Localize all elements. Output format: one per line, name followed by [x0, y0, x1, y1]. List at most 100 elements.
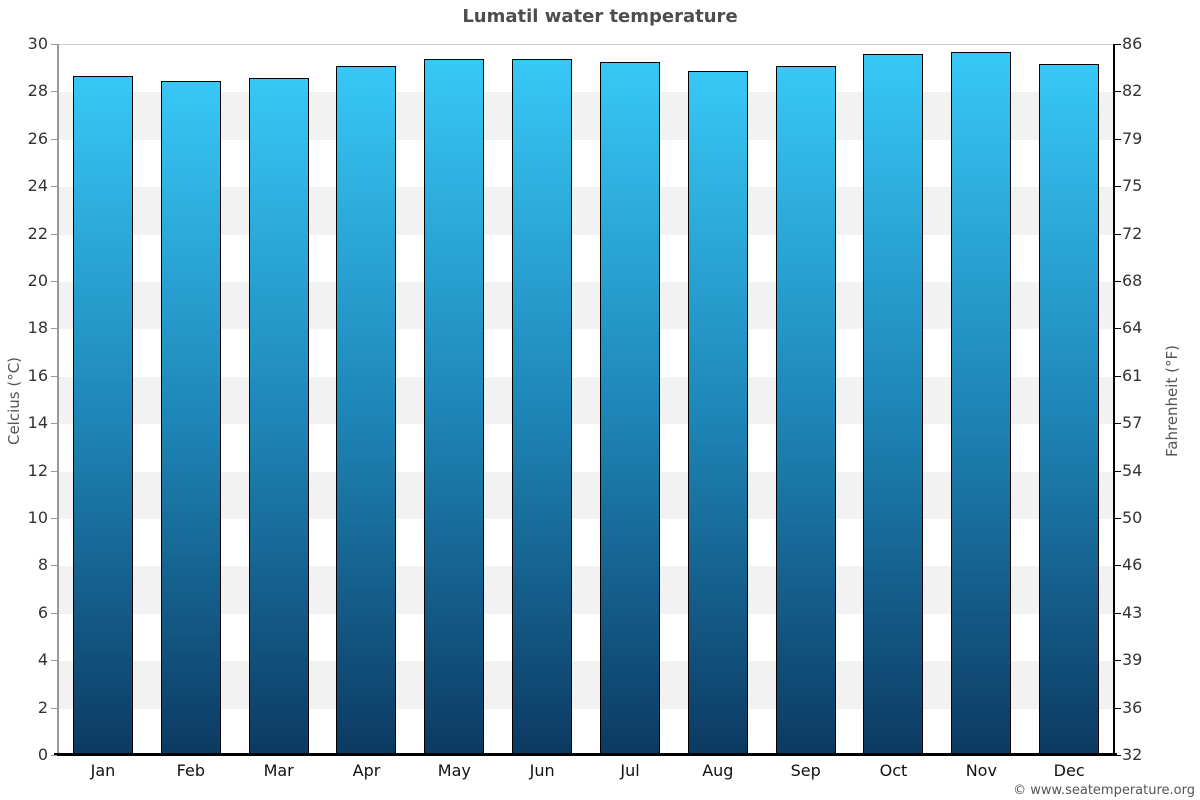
y-tick-mark-right: [1115, 755, 1121, 756]
y-tick-mark-right: [1115, 281, 1121, 282]
grid-band: [59, 708, 1113, 756]
grid-band: [59, 329, 1113, 377]
y-tick-label-celsius: 16: [27, 365, 48, 385]
right-y-axis-line: [1113, 44, 1115, 756]
x-tick-label-jun: Jun: [529, 761, 555, 780]
y-tick-mark-left: [51, 91, 57, 93]
chart-title: Lumatil water temperature: [462, 6, 738, 27]
y-tick-label-fahrenheit: 43: [1122, 602, 1143, 622]
grid-band: [59, 424, 1113, 472]
y-tick-label-fahrenheit: 36: [1122, 697, 1143, 717]
y-tick-mark-right: [1115, 44, 1121, 45]
grid-band: [59, 139, 1113, 188]
y-tick-label-fahrenheit: 61: [1122, 365, 1143, 385]
y-tick-label-fahrenheit: 50: [1122, 508, 1143, 527]
y-tick-label-fahrenheit: 32: [1122, 745, 1143, 764]
y-tick-label-celsius: 6: [37, 602, 48, 622]
y-tick-label-celsius: 30: [27, 34, 48, 53]
bar-nov: [951, 52, 1012, 756]
y-tick-label-celsius: 0: [37, 745, 48, 764]
y-tick-mark-left: [51, 233, 57, 235]
y-tick-label-fahrenheit: 54: [1122, 460, 1143, 480]
y-tick-label-celsius: 22: [27, 223, 48, 243]
x-axis-line: [54, 753, 1117, 756]
y-tick-mark-right: [1115, 423, 1121, 425]
y-tick-mark-left: [51, 375, 57, 377]
bar-oct: [863, 54, 924, 756]
y-tick-mark-right: [1115, 186, 1121, 188]
bar-mar: [248, 78, 309, 756]
grid-band: [59, 566, 1113, 614]
y-tick-label-fahrenheit: 72: [1122, 223, 1143, 243]
y-tick-mark-left: [51, 660, 57, 662]
bar-may: [424, 59, 485, 756]
y-tick-label-celsius: 20: [27, 271, 48, 290]
y-tick-label-celsius: 26: [27, 128, 48, 148]
y-tick-mark-left: [51, 707, 57, 709]
bar-apr: [336, 66, 397, 756]
y-tick-label-celsius: 8: [37, 555, 48, 575]
plot-area: [59, 44, 1113, 756]
x-tick-label-dec: Dec: [1053, 761, 1085, 780]
y-tick-label-celsius: 24: [27, 176, 48, 196]
y-tick-mark-left: [51, 565, 57, 567]
grid-band: [59, 519, 1113, 567]
bar-jul: [599, 61, 660, 756]
x-tick-label-nov: Nov: [965, 761, 997, 780]
x-tick-label-jul: Jul: [620, 761, 640, 780]
y-tick-label-celsius: 18: [27, 318, 48, 338]
grid-band: [59, 282, 1113, 330]
grid-band: [59, 45, 1113, 93]
y-tick-label-fahrenheit: 68: [1122, 271, 1143, 290]
grid-band: [59, 376, 1113, 425]
y-tick-label-celsius: 10: [27, 508, 48, 527]
y-tick-mark-left: [51, 328, 57, 330]
y-tick-label-fahrenheit: 79: [1122, 128, 1143, 148]
bar-aug: [687, 71, 748, 756]
y-tick-label-fahrenheit: 82: [1122, 81, 1143, 101]
y-tick-mark-right: [1115, 91, 1121, 93]
y-tick-label-celsius: 12: [27, 460, 48, 480]
bar-sep: [775, 66, 836, 756]
x-tick-label-may: May: [437, 761, 471, 780]
x-tick-label-aug: Aug: [702, 761, 734, 780]
x-tick-label-feb: Feb: [176, 761, 205, 780]
y-tick-mark-left: [51, 612, 57, 614]
x-tick-label-oct: Oct: [879, 761, 908, 780]
bar-jun: [512, 59, 573, 756]
x-tick-label-mar: Mar: [263, 761, 294, 780]
y-tick-mark-left: [51, 138, 57, 140]
y-tick-label-fahrenheit: 64: [1122, 318, 1143, 338]
left-y-axis-line: [57, 44, 59, 755]
grid-band: [59, 661, 1113, 709]
y-tick-label-fahrenheit: 86: [1122, 34, 1143, 53]
grid-band: [59, 471, 1113, 519]
y-tick-mark-right: [1115, 138, 1121, 140]
y-tick-label-celsius: 28: [27, 81, 48, 101]
y-tick-mark-right: [1115, 565, 1121, 567]
y-tick-label-celsius: 4: [37, 650, 48, 670]
y-tick-mark-left: [51, 44, 57, 45]
y-tick-label-fahrenheit: 57: [1122, 413, 1143, 433]
bar-jan: [72, 75, 133, 756]
bar-dec: [1039, 63, 1100, 756]
x-tick-label-jan: Jan: [90, 761, 116, 780]
y-tick-mark-right: [1115, 518, 1121, 519]
bar-feb: [160, 80, 221, 756]
y-tick-mark-left: [51, 470, 57, 472]
y-tick-label-celsius: 2: [37, 697, 48, 717]
y-tick-label-fahrenheit: 39: [1122, 650, 1143, 670]
y-tick-mark-right: [1115, 612, 1121, 614]
grid-band: [59, 187, 1113, 235]
grid-band: [59, 613, 1113, 662]
y-tick-mark-left: [51, 281, 57, 282]
y-tick-label-celsius: 14: [27, 413, 48, 433]
y-tick-mark-right: [1115, 660, 1121, 662]
grid-band: [59, 92, 1113, 140]
y-tick-mark-right: [1115, 233, 1121, 235]
grid-band: [59, 234, 1113, 282]
x-tick-label-sep: Sep: [790, 761, 821, 780]
y-tick-mark-left: [51, 423, 57, 425]
copyright-text: © www.seatemperature.org: [1013, 783, 1195, 798]
